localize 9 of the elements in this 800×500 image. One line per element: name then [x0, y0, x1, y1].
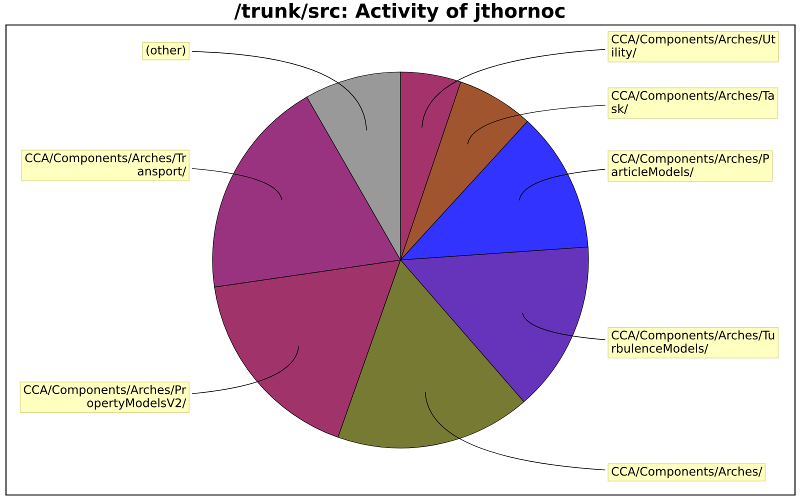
- slice-label: CCA/Components/Arches/Pr opertyModelsV2/: [24, 384, 186, 410]
- slice-label: CCA/Components/Arches/Tu rbulenceModels/: [612, 330, 774, 354]
- slice-label: CCA/Components/Arches/Ut ility/: [612, 34, 776, 59]
- chart-title: /trunk/src: Activity of jthornoc: [234, 3, 565, 22]
- slice-label: CCA/Components/Arches/Tr ansport/: [25, 153, 186, 178]
- slice-label: CCA/Components/Arches/: [612, 466, 762, 478]
- slice-label: (other): [146, 45, 186, 56]
- slice-label: CCA/Components/Arches/Ta sk/: [612, 90, 774, 114]
- slice-label: CCA/Components/Arches/P articleModels/: [612, 154, 770, 178]
